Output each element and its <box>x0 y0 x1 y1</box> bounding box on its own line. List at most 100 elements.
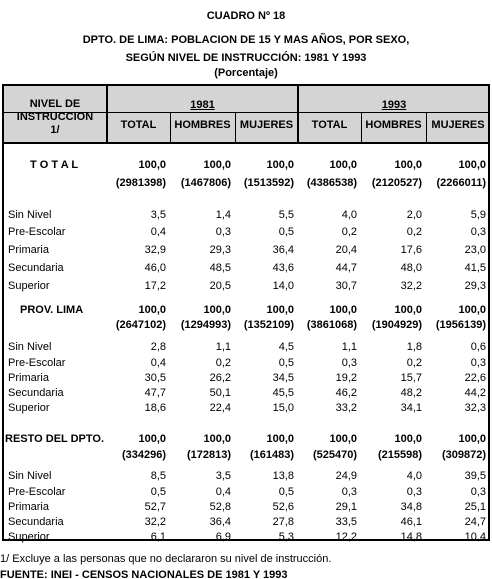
title: DPTO. DE LIMA: POBLACION DE 15 Y MAS AÑO… <box>82 34 410 46</box>
section-label: RESTO DEL DPTO. <box>5 433 105 445</box>
value-cell: 52,6 <box>272 501 294 513</box>
total-cell: 100,0 <box>203 304 231 316</box>
value-cell: 29,3 <box>464 280 486 292</box>
rule <box>2 112 490 113</box>
count-cell: (1294993) <box>180 319 231 331</box>
rule <box>297 84 299 142</box>
value-cell: 2,8 <box>150 341 166 353</box>
value-cell: 15,7 <box>400 372 422 384</box>
footnote: 1/ Excluye a las personas que no declara… <box>0 553 332 565</box>
value-cell: 0,3 <box>341 357 357 369</box>
value-cell: 0,3 <box>470 486 486 498</box>
section-label: PROV. LIMA <box>20 304 84 316</box>
value-cell: 5,5 <box>278 209 294 221</box>
total-cell: 100,0 <box>329 304 357 316</box>
rule <box>361 112 362 142</box>
row-label: Pre-Escolar <box>8 486 66 498</box>
value-cell: 8,5 <box>150 470 166 482</box>
count-cell: (1513592) <box>243 177 294 189</box>
total-cell: 100,0 <box>458 159 486 171</box>
value-cell: 32,3 <box>464 402 486 414</box>
count-cell: (2120527) <box>371 177 422 189</box>
value-cell: 1,8 <box>406 341 422 353</box>
value-cell: 22,6 <box>464 372 486 384</box>
value-cell: 46,0 <box>144 262 166 274</box>
table-number: CUADRO Nº 18 <box>206 10 286 22</box>
value-cell: 6,9 <box>215 531 231 543</box>
value-cell: 26,2 <box>209 372 231 384</box>
value-cell: 1,1 <box>215 341 231 353</box>
count-cell: (2647102) <box>115 319 166 331</box>
count-cell: (161483) <box>249 449 294 461</box>
value-cell: 0,4 <box>215 486 231 498</box>
value-cell: 48,5 <box>209 262 231 274</box>
count-cell: (1467806) <box>180 177 231 189</box>
row-label: Sin Nivel <box>8 209 52 221</box>
total-cell: 100,0 <box>138 304 166 316</box>
count-cell: (1352109) <box>243 319 294 331</box>
count-cell: (1904929) <box>371 319 422 331</box>
value-cell: 0,5 <box>278 486 294 498</box>
value-cell: 5,3 <box>278 531 294 543</box>
count-cell: (2266011) <box>436 177 486 189</box>
count-cell: (309872) <box>441 449 486 461</box>
value-cell: 4,5 <box>278 341 294 353</box>
row-label: Secundaria <box>8 387 64 399</box>
value-cell: 46,1 <box>400 516 422 528</box>
value-cell: 0,3 <box>215 226 231 238</box>
row-label: Superior <box>8 280 50 292</box>
value-cell: 33,5 <box>335 516 357 528</box>
value-cell: 43,6 <box>272 262 294 274</box>
unit: (Porcentaje) <box>214 67 278 79</box>
value-cell: 50,1 <box>209 387 231 399</box>
column-header: HOMBRES <box>365 119 422 131</box>
total-cell: 100,0 <box>329 159 357 171</box>
value-cell: 36,4 <box>272 244 294 256</box>
value-cell: 0,3 <box>470 357 486 369</box>
count-cell: (4386538) <box>306 177 357 189</box>
value-cell: 32,2 <box>400 280 422 292</box>
value-cell: 48,2 <box>400 387 422 399</box>
value-cell: 20,4 <box>335 244 357 256</box>
value-cell: 15,0 <box>272 402 294 414</box>
column-header: HOMBRES <box>174 119 231 131</box>
value-cell: 41,5 <box>464 262 486 274</box>
value-cell: 18,6 <box>144 402 166 414</box>
value-cell: 0,3 <box>470 226 486 238</box>
value-cell: 44,7 <box>335 262 357 274</box>
value-cell: 0,2 <box>406 357 422 369</box>
value-cell: 6,1 <box>150 531 166 543</box>
count-cell: (3861068) <box>306 319 357 331</box>
value-cell: 4,0 <box>341 209 357 221</box>
value-cell: 0,3 <box>406 486 422 498</box>
value-cell: 17,2 <box>144 280 166 292</box>
year-header: 1993 <box>381 99 407 111</box>
value-cell: 29,3 <box>209 244 231 256</box>
value-cell: 0,6 <box>470 341 486 353</box>
value-cell: 34,1 <box>400 402 422 414</box>
value-cell: 19,2 <box>335 372 357 384</box>
value-cell: 27,8 <box>272 516 294 528</box>
count-cell: (525470) <box>312 449 357 461</box>
value-cell: 34,5 <box>272 372 294 384</box>
value-cell: 46,2 <box>335 387 357 399</box>
row-label: Primaria <box>8 244 49 256</box>
total-cell: 100,0 <box>138 159 166 171</box>
value-cell: 25,1 <box>464 501 486 513</box>
total-cell: 100,0 <box>458 304 486 316</box>
value-cell: 45,5 <box>272 387 294 399</box>
value-cell: 0,5 <box>278 357 294 369</box>
value-cell: 17,6 <box>400 244 422 256</box>
total-cell: 100,0 <box>203 159 231 171</box>
value-cell: 14,0 <box>272 280 294 292</box>
row-label: Primaria <box>8 501 49 513</box>
total-cell: 100,0 <box>203 433 231 445</box>
column-header: TOTAL <box>311 119 348 131</box>
total-cell: 100,0 <box>266 433 294 445</box>
count-cell: (172813) <box>186 449 231 461</box>
value-cell: 5,9 <box>470 209 486 221</box>
table-border <box>2 84 490 541</box>
value-cell: 2,0 <box>406 209 422 221</box>
value-cell: 12,2 <box>335 531 357 543</box>
